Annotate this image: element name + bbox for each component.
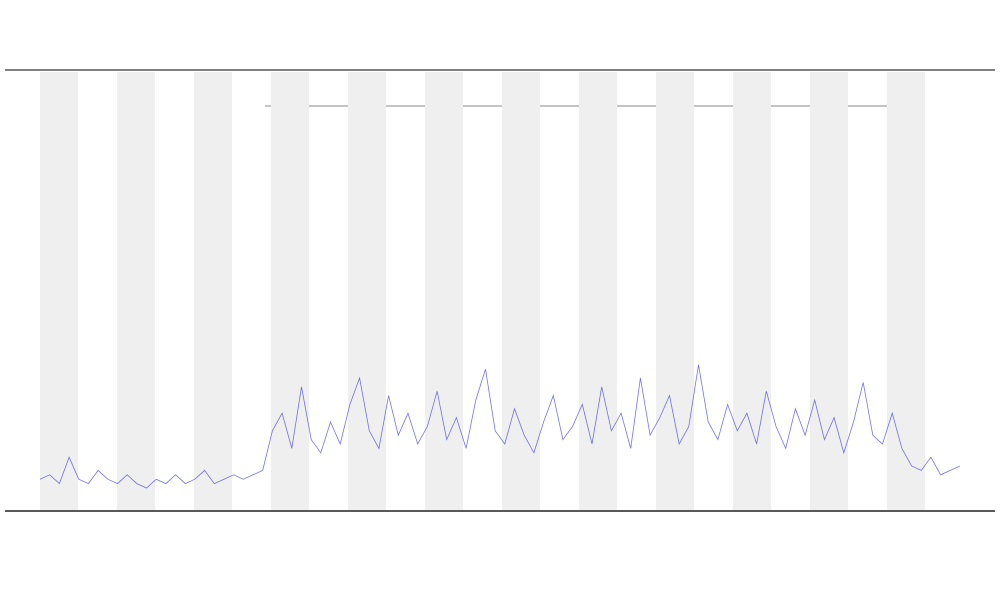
band xyxy=(117,72,155,510)
band xyxy=(656,72,694,510)
band xyxy=(425,72,463,510)
bands xyxy=(40,72,925,510)
band xyxy=(348,72,386,510)
band xyxy=(810,72,848,510)
band xyxy=(887,72,925,510)
band xyxy=(194,72,232,510)
band xyxy=(40,72,78,510)
band xyxy=(579,72,617,510)
band xyxy=(502,72,540,510)
band xyxy=(271,72,309,510)
series-line xyxy=(39,364,961,489)
band xyxy=(733,72,771,510)
